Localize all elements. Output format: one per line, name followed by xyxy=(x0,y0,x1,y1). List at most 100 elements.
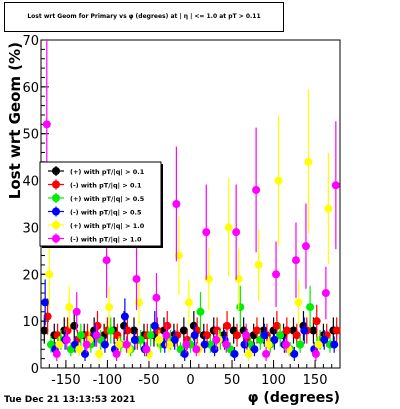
data-point xyxy=(311,346,320,361)
marker xyxy=(72,307,81,316)
x-tick-label: -150 xyxy=(51,373,81,388)
legend-marker xyxy=(52,194,60,202)
marker xyxy=(242,331,251,340)
marker xyxy=(300,326,309,335)
legend-label: (-) with pT/|q| > 1.0 xyxy=(70,236,142,245)
data-point xyxy=(146,323,155,347)
marker xyxy=(162,331,171,340)
data-point xyxy=(150,311,159,341)
marker xyxy=(115,340,124,349)
data-point xyxy=(76,323,85,347)
marker xyxy=(172,200,181,208)
data-point xyxy=(296,336,305,353)
data-point xyxy=(75,342,84,357)
marker xyxy=(311,349,320,358)
marker xyxy=(196,307,205,316)
legend: (+) with pT/|q| > 0.1 (-) with pT/|q| > 0… xyxy=(39,161,163,248)
data-point xyxy=(190,323,199,347)
marker xyxy=(65,303,74,312)
data-point xyxy=(45,241,54,308)
data-point xyxy=(321,266,330,320)
data-point xyxy=(304,89,313,234)
data-point xyxy=(264,336,273,353)
marker xyxy=(306,303,315,312)
marker xyxy=(224,223,233,232)
marker xyxy=(282,326,291,335)
data-point xyxy=(52,346,61,361)
data-point xyxy=(200,336,209,353)
marker xyxy=(324,204,333,213)
marker xyxy=(112,349,121,358)
data-point xyxy=(290,346,299,361)
data-point xyxy=(306,285,315,329)
legend-marker xyxy=(52,234,60,243)
marker xyxy=(142,345,151,354)
data-point xyxy=(55,336,64,353)
marker xyxy=(42,120,51,129)
data-point xyxy=(332,317,341,344)
x-tick-label: 150 xyxy=(303,373,328,388)
marker xyxy=(314,340,323,349)
marker xyxy=(180,349,189,358)
marker xyxy=(294,298,303,307)
data-point xyxy=(250,342,259,357)
data-point xyxy=(301,203,310,289)
data-markers xyxy=(40,40,341,361)
marker xyxy=(55,340,64,349)
marker xyxy=(200,340,209,349)
data-point xyxy=(233,323,242,347)
data-point xyxy=(294,279,303,326)
marker xyxy=(260,331,269,340)
legend-marker xyxy=(52,180,60,189)
marker xyxy=(320,335,329,344)
data-point xyxy=(242,323,251,347)
marker xyxy=(95,349,104,358)
marker xyxy=(332,326,341,335)
axes: -150 -100 -50 0 50 100 150 0 10 20 30 40 50 60 70 φ (de… xyxy=(6,34,341,406)
marker xyxy=(182,340,191,349)
chart-title-box: Lost wrt Geom for Primary vs φ (degrees)… xyxy=(4,2,284,32)
legend-label: (-) with pT/|q| > 0.1 xyxy=(70,182,142,191)
marker xyxy=(152,293,161,302)
data-point xyxy=(282,317,291,344)
marker xyxy=(312,317,321,326)
data-point xyxy=(324,152,333,265)
data-point xyxy=(262,346,271,361)
marker xyxy=(230,349,239,358)
data-point xyxy=(132,247,141,311)
data-point xyxy=(312,304,321,338)
marker xyxy=(130,326,139,335)
marker xyxy=(102,256,111,265)
marker xyxy=(202,228,211,237)
data-point xyxy=(176,342,185,357)
data-point xyxy=(172,146,181,262)
data-point xyxy=(105,285,114,329)
data-point xyxy=(272,241,281,308)
y-tick-label: 10 xyxy=(22,315,39,330)
marker xyxy=(276,331,285,340)
data-point xyxy=(230,346,239,361)
data-point xyxy=(276,323,285,347)
marker xyxy=(331,181,340,190)
marker xyxy=(252,185,261,194)
data-point xyxy=(222,336,231,353)
y-tick-label: 40 xyxy=(22,175,39,190)
marker xyxy=(100,340,109,349)
timestamp-footer: Tue Dec 21 13:13:53 2021 xyxy=(4,395,136,405)
marker xyxy=(184,298,193,307)
data-point xyxy=(130,330,139,350)
marker xyxy=(223,321,232,330)
data-point xyxy=(62,330,71,350)
marker xyxy=(296,340,305,349)
data-point xyxy=(170,330,179,350)
data-point xyxy=(82,336,91,353)
marker xyxy=(75,345,84,354)
marker xyxy=(270,335,279,344)
marker xyxy=(210,345,219,354)
data-point xyxy=(202,184,211,280)
marker xyxy=(252,326,261,335)
data-point xyxy=(106,317,115,344)
marker xyxy=(150,321,159,330)
data-point xyxy=(72,292,81,332)
